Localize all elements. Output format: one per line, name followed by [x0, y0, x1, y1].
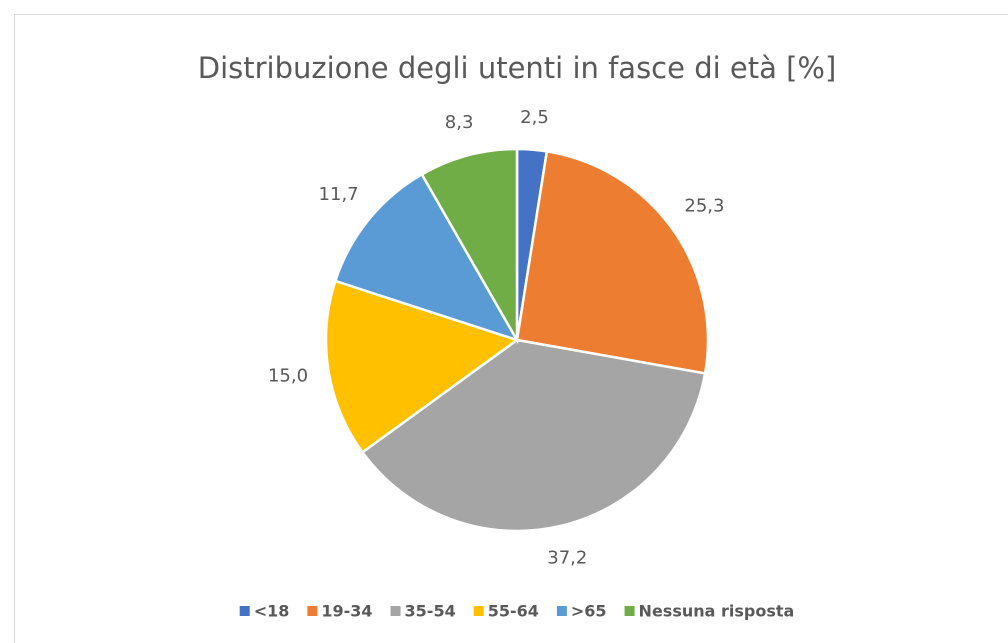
- legend-label: <18: [254, 602, 290, 621]
- pie-slice: [515, 149, 710, 375]
- pie-slice: [420, 147, 519, 345]
- data-label: 25,3: [684, 195, 724, 216]
- pie-slice: [324, 279, 520, 455]
- legend-label: 19-34: [321, 602, 372, 621]
- pie-slice: [333, 172, 520, 343]
- legend-label: 55-64: [488, 602, 539, 621]
- legend-swatch: [473, 606, 484, 616]
- legend-swatch: [624, 606, 635, 616]
- legend-swatch: [239, 606, 250, 616]
- pie-slice: [360, 338, 707, 533]
- data-label: 2,5: [520, 107, 549, 128]
- legend-swatch: [390, 606, 401, 616]
- legend-swatch: [307, 606, 318, 616]
- data-label: 37,2: [547, 548, 587, 569]
- legend-swatch: [556, 606, 567, 616]
- legend-label: Nessuna risposta: [639, 602, 795, 621]
- data-label: 11,7: [319, 184, 359, 205]
- legend-label: 35-54: [405, 602, 456, 621]
- chart-title: Distribuzione degli utenti in fasce di e…: [198, 51, 837, 85]
- data-label: 15,0: [268, 365, 308, 386]
- data-label: 8,3: [445, 112, 474, 133]
- legend-label: >65: [571, 602, 607, 621]
